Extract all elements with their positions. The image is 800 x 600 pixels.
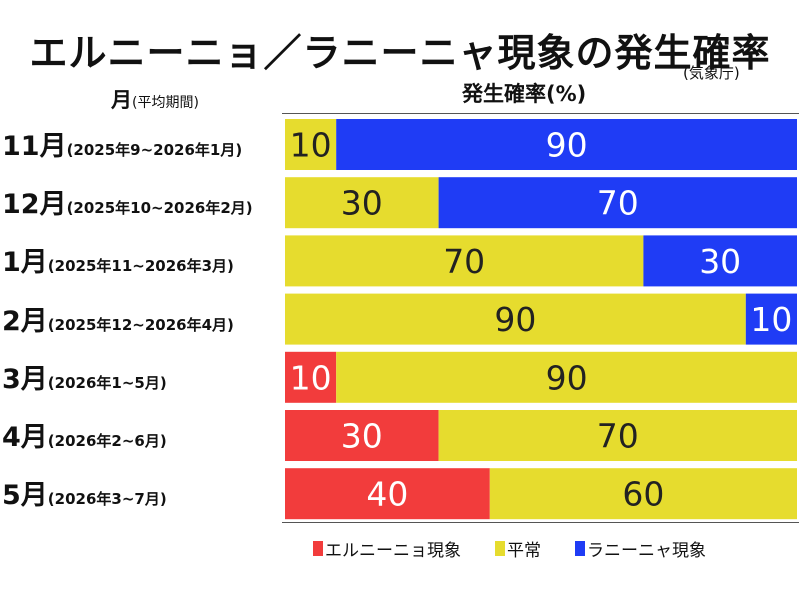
category-period: (2026年1~5月) bbox=[47, 373, 167, 392]
bar-segment bbox=[745, 293, 797, 345]
category-period: (2026年2~6月) bbox=[47, 432, 167, 450]
bar-value-label: 10 bbox=[750, 300, 792, 339]
category-month: 3月 bbox=[2, 363, 48, 395]
chart-title: エルニーニョ／ラニーニャ現象の発生確率 bbox=[29, 31, 771, 75]
category-month: 11月 bbox=[2, 131, 67, 162]
bar-value-label: 90 bbox=[546, 126, 588, 165]
bar-segment bbox=[285, 410, 439, 461]
legend-item: エルニーニョ現象 bbox=[313, 536, 461, 561]
bar-value-label: 30 bbox=[341, 184, 383, 223]
bar-segment bbox=[438, 177, 797, 229]
legend-label: エルニーニョ現象 bbox=[325, 541, 461, 561]
category-period: (2025年9~2026年1月) bbox=[66, 141, 243, 159]
bar-segment bbox=[285, 468, 490, 520]
bar-value-label: 10 bbox=[290, 358, 332, 397]
y-axis-title-main: 月 bbox=[111, 88, 132, 112]
bar-value-label: 70 bbox=[443, 242, 485, 281]
category-period: (2026年3~7月) bbox=[47, 490, 167, 509]
category-month: 12月 bbox=[2, 189, 67, 221]
bar-segment bbox=[285, 177, 439, 229]
legend: エルニーニョ現象 平常 ラニーニャ現象 bbox=[313, 536, 706, 561]
bar-segment bbox=[438, 410, 797, 461]
bar-value-label: 60 bbox=[622, 475, 664, 514]
legend-item: ラニーニャ現象 bbox=[575, 536, 706, 561]
legend-swatch bbox=[313, 541, 323, 556]
legend-label: ラニーニャ現象 bbox=[587, 541, 706, 561]
axis-line-bottom bbox=[282, 522, 799, 523]
bar-value-label: 30 bbox=[341, 417, 383, 456]
bar-segment bbox=[285, 235, 644, 287]
bar-value-label: 70 bbox=[597, 184, 639, 223]
category-label: 5月(2026年3~7月) bbox=[2, 482, 167, 509]
bar-value-label: 30 bbox=[699, 242, 741, 281]
category-label: 3月(2026年1~5月) bbox=[2, 366, 167, 393]
category-label: 11月(2025年9~2026年1月) bbox=[2, 133, 242, 160]
category-label: 1月(2025年11~2026年3月) bbox=[2, 249, 234, 276]
bar-value-label: 10 bbox=[290, 126, 332, 165]
bar-segment bbox=[336, 351, 797, 403]
category-label: 4月(2026年2~6月) bbox=[2, 424, 167, 451]
bar-segment bbox=[285, 293, 746, 345]
legend-swatch bbox=[575, 541, 585, 556]
bar-value-label: 70 bbox=[597, 417, 639, 456]
bar-segment bbox=[489, 468, 797, 520]
y-axis-title: 月(平均期間) bbox=[111, 84, 199, 114]
y-axis-title-sub: (平均期間) bbox=[132, 95, 199, 111]
bar-segment bbox=[285, 351, 337, 403]
category-label: 12月(2025年10~2026年2月) bbox=[2, 191, 253, 218]
bar-value-label: 90 bbox=[546, 358, 588, 397]
category-month: 5月 bbox=[2, 480, 48, 512]
legend-item: 平常 bbox=[495, 536, 541, 561]
bar-segment bbox=[336, 119, 797, 170]
bar-segment bbox=[643, 235, 797, 287]
x-axis-title: 発生確率(%) bbox=[462, 82, 587, 106]
bar-value-label: 40 bbox=[366, 475, 408, 514]
category-label: 2月(2025年12~2026年4月) bbox=[2, 308, 234, 335]
category-period: (2025年10~2026年2月) bbox=[66, 199, 253, 218]
category-month: 1月 bbox=[2, 247, 48, 279]
legend-swatch bbox=[495, 541, 505, 556]
category-month: 4月 bbox=[2, 422, 48, 453]
axis-line-top bbox=[282, 113, 799, 114]
bar-value-label: 90 bbox=[494, 300, 536, 339]
category-month: 2月 bbox=[2, 305, 48, 337]
bar-segment bbox=[285, 119, 337, 170]
source-label: (気象庁) bbox=[683, 64, 740, 82]
category-period: (2025年12~2026年4月) bbox=[47, 315, 234, 334]
legend-label: 平常 bbox=[507, 541, 541, 561]
category-period: (2025年11~2026年3月) bbox=[47, 257, 234, 276]
